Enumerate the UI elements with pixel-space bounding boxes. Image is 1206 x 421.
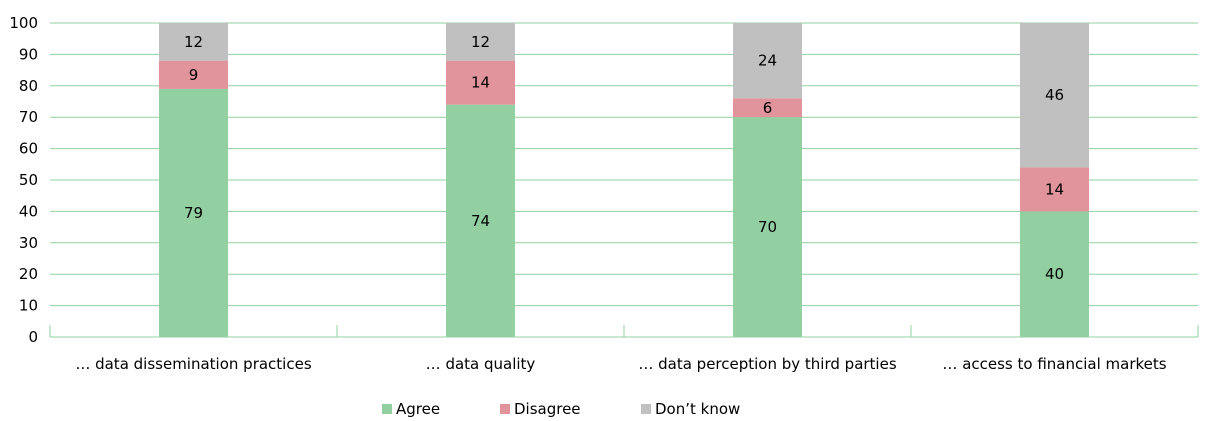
data-label: 46 [1045, 86, 1064, 104]
y-tick-label: 40 [19, 202, 38, 220]
data-label: 14 [471, 74, 490, 92]
legend-swatch [500, 404, 510, 414]
bar-segment [446, 104, 515, 337]
bar-segment [446, 23, 515, 61]
legend-item: Don’t know [641, 400, 740, 418]
bar-segment [446, 60, 515, 105]
data-label: 12 [184, 33, 203, 51]
x-category-label: … data dissemination practices [75, 355, 312, 373]
legend-item: Disagree [500, 400, 581, 418]
data-label: 70 [758, 218, 777, 236]
bar-segment [159, 88, 228, 337]
data-label: 9 [189, 66, 199, 84]
bar-segment [159, 23, 228, 61]
bar-segment [159, 60, 228, 89]
y-tick-label: 10 [19, 297, 38, 315]
x-category-label: … access to financial markets [942, 355, 1166, 373]
y-tick-label: 100 [9, 14, 38, 32]
data-label: 40 [1045, 265, 1064, 283]
data-label: 6 [763, 99, 773, 117]
y-tick-label: 30 [19, 234, 38, 252]
legend-swatch [641, 404, 651, 414]
y-tick-label: 70 [19, 108, 38, 126]
bar-segment [733, 23, 802, 99]
y-axis-tick-labels: 0 10 20 30 40 50 60 70 80 90 100 [9, 14, 38, 346]
data-label: 79 [184, 204, 203, 222]
legend-label: Agree [396, 400, 440, 418]
y-tick-label: 0 [28, 328, 38, 346]
legend-label: Disagree [514, 400, 581, 418]
bar-segment [1020, 23, 1089, 168]
data-label: 24 [758, 52, 777, 70]
legend-item: Agree [382, 400, 440, 418]
x-category-label: … data perception by third parties [638, 355, 896, 373]
grid-lines [50, 22, 1198, 307]
bar-segment [1020, 167, 1089, 212]
y-tick-label: 20 [19, 265, 38, 283]
data-label: 12 [471, 33, 490, 51]
bar-segment [733, 98, 802, 118]
legend-label: Don’t know [655, 400, 740, 418]
bar-segment [1020, 211, 1089, 337]
y-tick-label: 90 [19, 45, 38, 63]
data-label: 74 [471, 212, 490, 230]
y-tick-label: 60 [19, 140, 38, 158]
bars: 79 9 12 74 14 12 70 6 24 40 14 46 [159, 23, 1089, 337]
data-label: 14 [1045, 180, 1064, 198]
legend-swatch [382, 404, 392, 414]
bar-segment [733, 117, 802, 337]
legend: Agree Disagree Don’t know [382, 400, 740, 418]
x-category-label: … data quality [426, 355, 536, 373]
y-tick-label: 50 [19, 171, 38, 189]
y-tick-label: 80 [19, 77, 38, 95]
x-axis: … data dissemination practices … data qua… [49, 325, 1199, 373]
